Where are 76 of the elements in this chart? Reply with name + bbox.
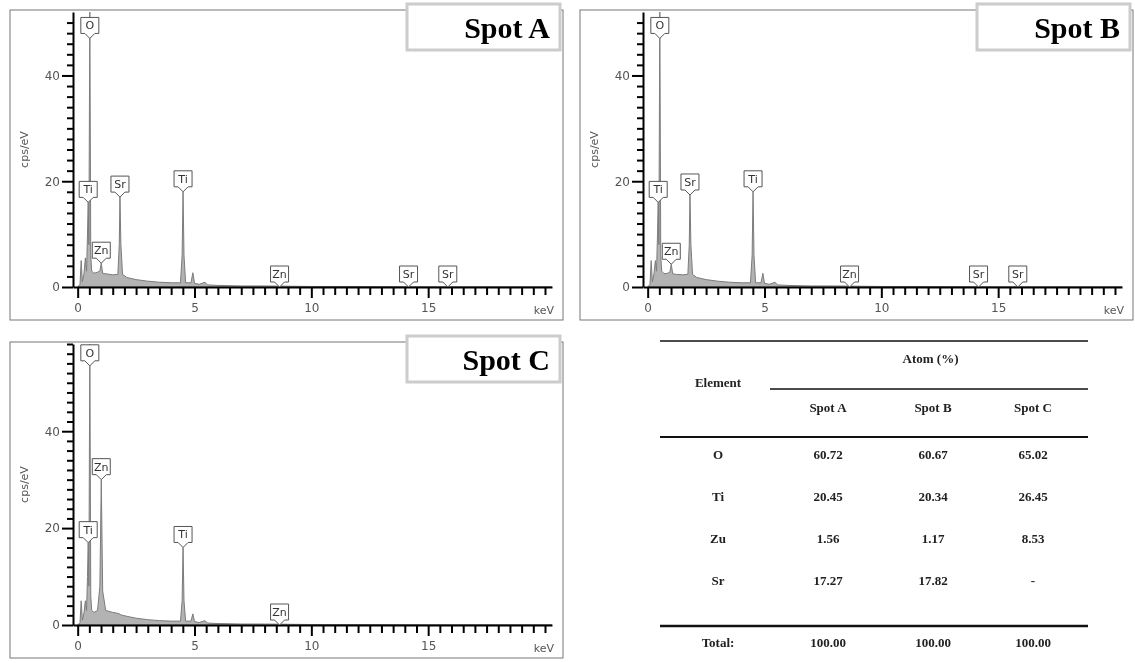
annotation: Zn [664, 245, 679, 259]
text: Spot B [914, 400, 952, 415]
x-tick-label: 15 [421, 638, 437, 653]
annotation: Sr [114, 178, 127, 192]
text: Spot A [809, 400, 848, 415]
text: 100.00 [810, 635, 846, 650]
data-label: 20.34 [918, 489, 949, 504]
annotation: Ti [177, 172, 188, 186]
annotation: Zn [842, 268, 857, 281]
data-label: 26.45 [1018, 489, 1049, 504]
x-tick-label: 10 [304, 638, 320, 653]
annotation: Ti [177, 528, 188, 542]
text: Total: [701, 635, 735, 650]
y-axis-title: cps/eV [588, 130, 601, 168]
y-tick-label: 40 [44, 424, 60, 439]
chart-title: Spot A [464, 11, 551, 44]
x-tick-label: 10 [304, 300, 320, 315]
y-tick-label: 20 [44, 521, 60, 536]
y-tick-label: 20 [614, 174, 630, 189]
x-axis-title: keV [1103, 304, 1125, 317]
y-tick-label: 20 [44, 174, 60, 189]
annotation: O [85, 346, 95, 360]
x-tick-label: 5 [191, 300, 199, 315]
x-tick-label: 0 [644, 300, 652, 315]
annotation: Zn [272, 606, 287, 619]
y-axis-title: cps/eV [18, 130, 31, 168]
data-label: 1.17 [921, 531, 945, 546]
data-label: 20.45 [813, 489, 844, 504]
x-tick-label: 10 [874, 300, 890, 315]
annotation: Zn [94, 244, 109, 258]
x-axis-title: keV [533, 642, 555, 655]
annotation: Zn [272, 268, 287, 281]
x-tick-label: 5 [761, 300, 769, 315]
y-tick-label: 0 [52, 280, 60, 295]
x-tick-label: 15 [421, 300, 437, 315]
annotation: Ti [82, 183, 93, 197]
x-axis-title: keV [533, 304, 555, 317]
data-label: 60.67 [918, 447, 949, 462]
x-tick-label: 0 [74, 638, 82, 653]
annotation: Sr [402, 268, 415, 281]
data-label: 17.82 [918, 573, 948, 588]
text: Atom (%) [902, 351, 959, 366]
annotation: Zn [94, 460, 109, 474]
annotation: O [85, 19, 95, 33]
category-label: Sr [711, 573, 725, 588]
x-tick-label: 15 [991, 300, 1007, 315]
annotation: Sr [684, 175, 697, 189]
data-label: 1.56 [816, 531, 840, 546]
annotation: Sr [442, 268, 455, 281]
y-axis-title: cps/eV [18, 465, 31, 503]
annotation: Sr [972, 268, 985, 281]
text: Spot C [1014, 400, 1052, 415]
y-tick-label: 40 [614, 68, 630, 83]
y-tick-label: 0 [622, 280, 630, 295]
annotation: Sr [1012, 268, 1025, 281]
category-label: Zu [710, 531, 726, 546]
y-tick-label: 0 [52, 618, 60, 633]
category-label: O [712, 447, 724, 462]
data-label: 60.72 [813, 447, 843, 462]
annotation: Ti [747, 172, 758, 186]
x-tick-label: 0 [74, 300, 82, 315]
data-label: - [1030, 573, 1036, 588]
text: 100.00 [1015, 635, 1051, 650]
category-label: Ti [711, 489, 725, 504]
data-label: 17.27 [813, 573, 844, 588]
chart-title: Spot B [1034, 11, 1120, 44]
annotation: Ti [652, 183, 663, 197]
annotation: O [655, 19, 665, 33]
data-label: 65.02 [1018, 447, 1048, 462]
text: Element [694, 375, 742, 390]
annotation: Ti [82, 523, 93, 537]
chart-title: Spot C [462, 343, 550, 376]
text: 100.00 [915, 635, 951, 650]
data-label: 8.53 [1021, 531, 1045, 546]
x-tick-label: 5 [191, 638, 199, 653]
y-tick-label: 40 [44, 68, 60, 83]
